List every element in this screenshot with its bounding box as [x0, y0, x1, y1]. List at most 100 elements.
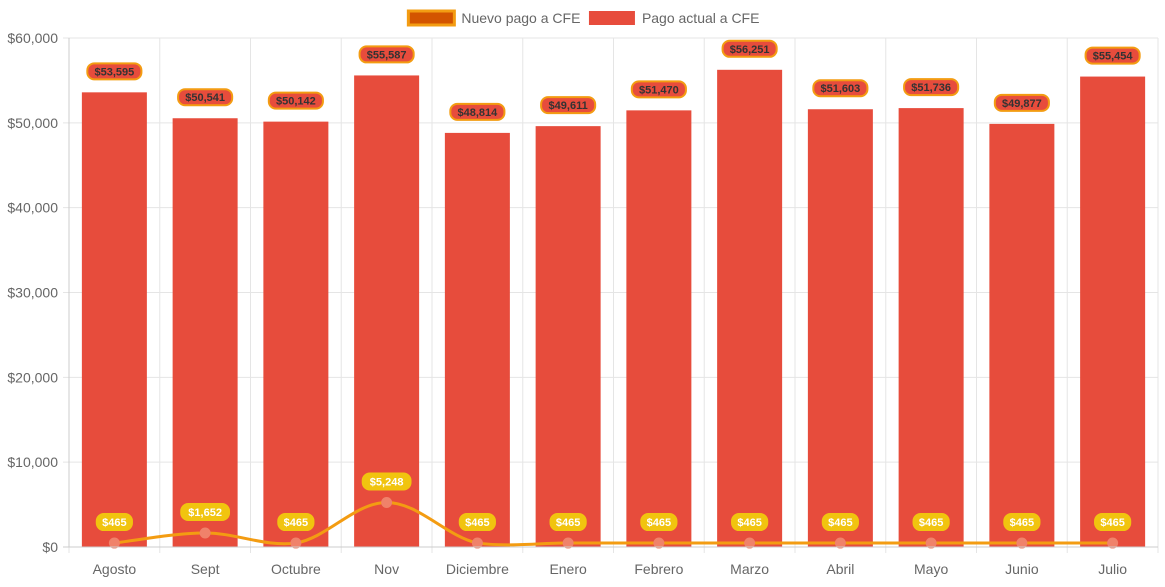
grid: [63, 37, 1159, 553]
legend-swatch-pago-actual: [588, 11, 635, 25]
line-point-diciembre: [471, 537, 483, 549]
x-tick-label-octubre: Octubre: [271, 561, 321, 577]
legend-label-nuevo-pago: Nuevo pago a CFE: [461, 10, 580, 26]
line-point-junio: [1016, 537, 1028, 549]
bar-label-sept-bg: [177, 88, 234, 107]
bar-label-julio-text: $55,454: [1093, 51, 1134, 63]
legend: Nuevo pago a CFE Pago actual a CFE: [406, 9, 760, 27]
x-tick-label-mayo: Mayo: [914, 561, 948, 577]
bar-label-agosto-bg: [86, 62, 143, 81]
line-label-junio-bg: [1003, 513, 1041, 532]
y-tick-label: $0: [42, 539, 58, 555]
line-label-sept-bg: [180, 502, 231, 521]
line-point-enero: [562, 537, 574, 549]
line-point-sept: [199, 527, 211, 539]
line-label-febrero-bg: [640, 513, 678, 532]
line-label-octubre-text: $465: [284, 517, 308, 529]
bars-pago-actual: [81, 69, 1146, 548]
x-tick-label-nov: Nov: [374, 561, 399, 577]
bar-enero: [535, 126, 601, 547]
bar-label-julio-bg: [1084, 46, 1141, 65]
bar-label-octubre-text: $50,142: [276, 96, 316, 108]
bar-label-abril-bg: [812, 79, 869, 98]
line-label-abril: $465: [821, 513, 859, 532]
bar-label-diciembre: $48,814: [449, 102, 506, 121]
bar-label-octubre-bg: [267, 91, 324, 110]
bar-octubre: [263, 121, 329, 548]
y-tick-label: $50,000: [7, 115, 58, 131]
bar-label-octubre: $50,142: [267, 91, 324, 110]
line-label-agosto-bg: [95, 513, 133, 532]
line-point-mayo: [925, 537, 937, 549]
x-tick-label-junio: Junio: [1005, 561, 1039, 577]
bar-label-diciembre-bg: [449, 102, 506, 121]
line-label-nov-bg: [361, 472, 412, 491]
y-tick-label: $20,000: [7, 369, 58, 385]
line-label-enero-text: $465: [556, 517, 580, 529]
line-point-febrero: [653, 537, 665, 549]
line-label-enero: $465: [549, 513, 587, 532]
line-label-sept-text: $1,652: [188, 507, 222, 519]
y-tick-label: $10,000: [7, 454, 58, 470]
bar-label-mayo: $51,736: [903, 78, 960, 97]
line-label-mayo-bg: [912, 513, 950, 532]
legend-label-pago-actual: Pago actual a CFE: [642, 10, 760, 26]
line-path-nuevo-pago: [114, 500, 1113, 547]
bar-label-nov-bg: [358, 45, 415, 64]
bar-label-junio-text: $49,877: [1002, 98, 1042, 110]
bar-abril: [807, 109, 873, 547]
line-label-sept: $1,652: [180, 502, 231, 521]
line-label-febrero: $465: [640, 513, 678, 532]
bar-nov: [354, 75, 420, 547]
bar-label-mayo-text: $51,736: [911, 82, 951, 94]
axes: $0 $10,000 $20,000 $30,000 $40,000 $50,000 $60…: [7, 30, 1158, 577]
line-label-enero-bg: [549, 513, 587, 532]
x-tick-label-julio: Julio: [1098, 561, 1127, 577]
line-label-octubre: $465: [277, 513, 315, 532]
line-label-octubre-bg: [277, 513, 315, 532]
y-tick-label: $30,000: [7, 285, 58, 301]
line-label-diciembre-text: $465: [465, 517, 489, 529]
bar-agosto: [81, 92, 147, 547]
bar-label-febrero-bg: [630, 80, 687, 99]
line-point-julio: [1107, 537, 1119, 549]
bar-label-marzo-text: $56,251: [730, 44, 770, 56]
bar-label-marzo: $56,251: [721, 39, 778, 58]
x-tick-label-agosto: Agosto: [93, 561, 137, 577]
legend-swatch-nuevo-pago: [406, 9, 456, 27]
bar-sept: [172, 118, 238, 548]
x-tick-label-enero: Enero: [549, 561, 587, 577]
line-label-diciembre: $465: [458, 513, 496, 532]
line-label-nov-text: $5,248: [370, 476, 404, 488]
y-tick-label: $60,000: [7, 30, 58, 46]
line-label-junio-text: $465: [1010, 517, 1034, 529]
bar-label-mayo-bg: [903, 78, 960, 97]
line-label-julio: $465: [1094, 513, 1132, 532]
line-label-agosto: $465: [95, 513, 133, 532]
line-label-junio: $465: [1003, 513, 1041, 532]
bar-junio: [989, 123, 1055, 548]
legend-item-pago-actual: Pago actual a CFE: [588, 10, 760, 26]
line-point-agosto: [108, 537, 120, 549]
bar-label-sept-text: $50,541: [185, 92, 225, 104]
legend-item-nuevo-pago: Nuevo pago a CFE: [406, 9, 580, 27]
line-point-nov: [381, 496, 393, 508]
bar-mayo: [898, 108, 964, 548]
bar-label-agosto: $53,595: [86, 62, 143, 81]
y-tick-label: $40,000: [7, 200, 58, 216]
line-label-mayo: $465: [912, 513, 950, 532]
x-tick-label-diciembre: Diciembre: [446, 561, 509, 577]
line-label-marzo-bg: [731, 513, 769, 532]
line-point-octubre: [290, 537, 302, 549]
bar-label-marzo-bg: [721, 39, 778, 58]
bar-label-sept: $50,541: [177, 88, 234, 107]
x-tick-label-marzo: Marzo: [730, 561, 769, 577]
line-label-julio-text: $465: [1100, 517, 1124, 529]
line-label-abril-bg: [821, 513, 859, 532]
bar-febrero: [626, 110, 692, 548]
bar-label-febrero-text: $51,470: [639, 84, 679, 96]
line-label-julio-bg: [1094, 513, 1132, 532]
line-label-mayo-text: $465: [919, 517, 943, 529]
